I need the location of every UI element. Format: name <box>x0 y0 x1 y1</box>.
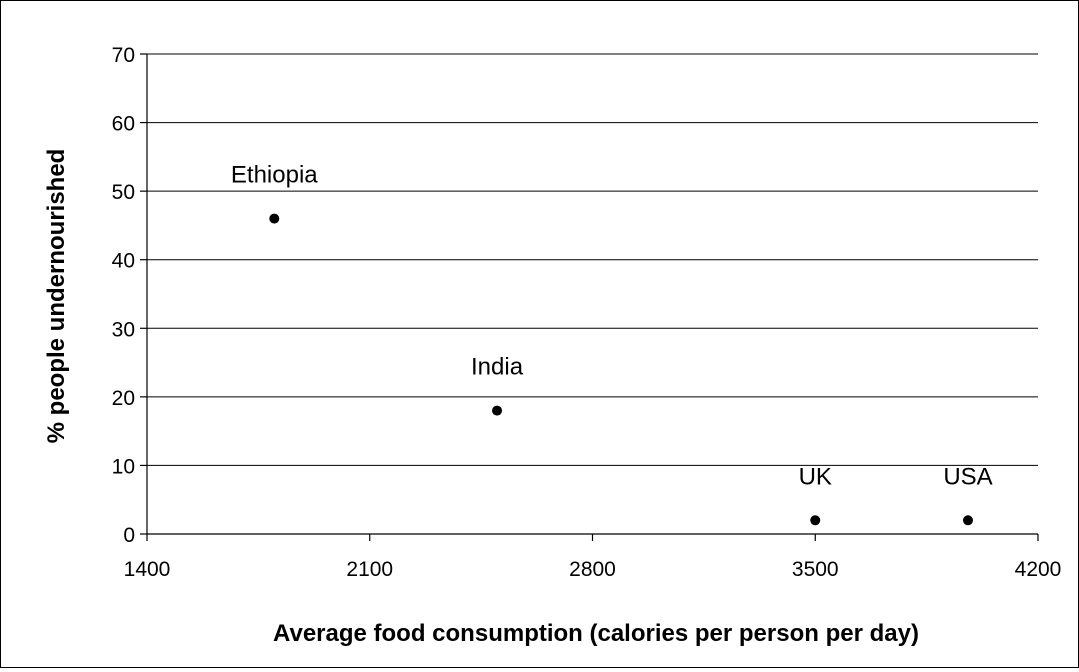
y-tick-label: 50 <box>112 181 135 204</box>
data-point-label: USA <box>943 463 992 490</box>
tick-labels: 0 10 20 30 40 50 60 70 1400 2100 2800 3500 4200 <box>112 44 1062 581</box>
y-tick-label: 0 <box>123 524 135 547</box>
y-axis-title: % people undernourished <box>43 149 70 444</box>
x-tick-label: 1400 <box>124 558 171 581</box>
data-point <box>962 515 973 526</box>
y-tick-label: 20 <box>112 387 135 410</box>
x-tick-label: 2800 <box>569 558 616 581</box>
y-tick-label: 40 <box>112 250 135 273</box>
y-tick-label: 70 <box>112 44 135 67</box>
x-tick-label: 2100 <box>346 558 393 581</box>
data-point <box>492 405 503 416</box>
data-points <box>269 213 973 526</box>
y-tick-label: 30 <box>112 318 135 341</box>
x-axis-title: Average food consumption (calories per p… <box>273 620 919 647</box>
data-point-label: UK <box>799 463 832 490</box>
data-point <box>810 515 821 526</box>
data-labels: Ethiopia India UK USA <box>231 162 993 491</box>
y-tick-label: 60 <box>112 113 135 136</box>
axes <box>140 53 1039 541</box>
x-tick-label: 3500 <box>792 558 839 581</box>
x-tick-label: 4200 <box>1015 558 1062 581</box>
data-point <box>269 213 280 224</box>
data-point-label: India <box>471 354 524 381</box>
gridlines <box>147 53 1038 466</box>
y-tick-label: 10 <box>112 455 135 478</box>
data-point-label: Ethiopia <box>231 162 318 189</box>
